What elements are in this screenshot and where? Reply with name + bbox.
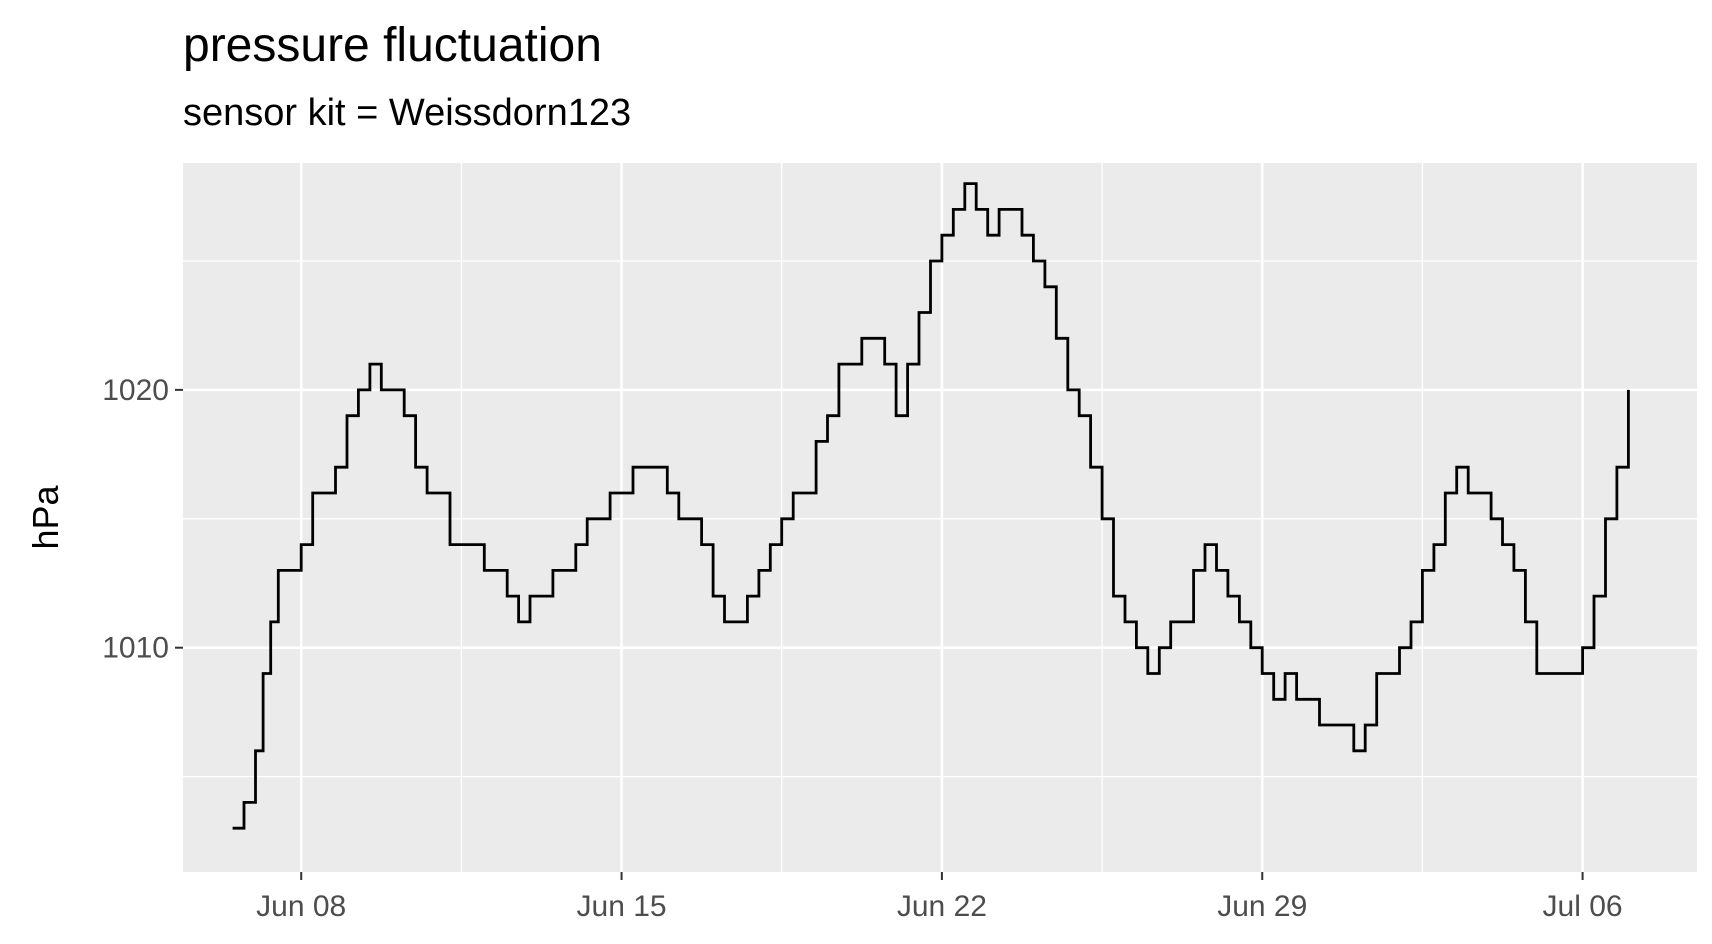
x-tick-label: Jun 08 xyxy=(256,890,346,923)
series-line xyxy=(232,182,1630,830)
x-tick-label: Jun 22 xyxy=(897,890,987,923)
y-axis-title: hPa xyxy=(25,484,66,549)
chart-subtitle: sensor kit = Weissdorn123 xyxy=(183,92,632,134)
x-tick-label: Jun 29 xyxy=(1217,890,1307,923)
plot-panel xyxy=(183,163,1697,872)
x-tick-label: Jun 15 xyxy=(577,890,667,923)
y-tick-label: 1020 xyxy=(102,374,169,407)
chart-title: pressure fluctuation xyxy=(183,19,602,72)
x-tick-label: Jul 06 xyxy=(1543,890,1623,923)
y-tick-label: 1010 xyxy=(102,632,169,665)
